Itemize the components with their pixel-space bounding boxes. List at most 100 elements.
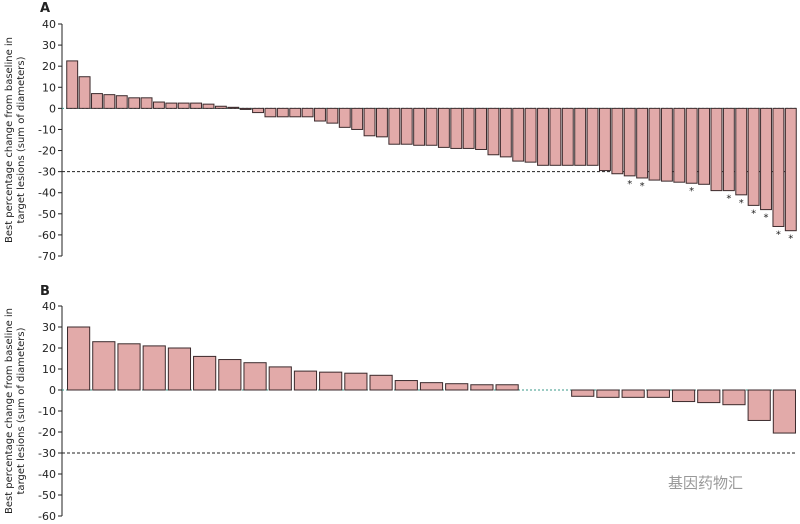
bar	[537, 107, 549, 166]
bar	[760, 107, 772, 211]
note-marker: *	[788, 234, 793, 245]
bar	[177, 102, 190, 109]
y-axis-label: Best percentage change from baseline int…	[4, 37, 27, 243]
bar	[326, 107, 339, 124]
bar	[623, 107, 636, 177]
bar	[596, 389, 620, 398]
bar	[264, 107, 277, 118]
y-tick-label: -30	[38, 447, 56, 460]
bar	[66, 60, 79, 109]
bar	[268, 366, 292, 391]
bar	[671, 389, 696, 403]
bar	[735, 107, 748, 196]
bar	[574, 107, 587, 166]
y-tick-label: 0	[49, 384, 56, 397]
bar	[685, 107, 698, 184]
bar	[218, 359, 242, 391]
bar	[561, 107, 574, 166]
bar	[437, 107, 450, 148]
y-tick-label: 40	[42, 18, 56, 31]
bar	[117, 343, 141, 391]
y-axis-label: Best percentage change from baseline int…	[4, 308, 27, 514]
bar	[747, 389, 771, 421]
bar	[747, 107, 760, 206]
bar	[450, 107, 463, 149]
y-tick-label: -50	[38, 208, 56, 221]
bar	[115, 95, 128, 109]
bar	[499, 107, 512, 158]
note-marker: *	[764, 213, 769, 224]
bar	[128, 97, 141, 109]
bar	[152, 101, 165, 109]
bar	[571, 389, 595, 397]
y-tick-label: -50	[38, 489, 56, 502]
bar	[586, 107, 599, 166]
note-marker: *	[726, 194, 731, 205]
y-tick-label: -20	[38, 145, 56, 158]
bar	[301, 107, 314, 118]
bar	[698, 107, 711, 185]
bar	[400, 107, 413, 145]
bar	[722, 389, 746, 406]
panel-label: B	[40, 284, 50, 299]
y-tick-label: 20	[42, 342, 56, 355]
bar	[319, 371, 343, 391]
bar	[722, 107, 735, 192]
y-tick-label: 20	[42, 60, 56, 73]
bar	[487, 107, 500, 156]
bar	[621, 389, 645, 398]
bar	[293, 370, 318, 391]
y-tick-label: -40	[38, 468, 56, 481]
bar	[67, 326, 91, 391]
bar	[710, 107, 723, 192]
bar	[140, 97, 153, 109]
bar	[445, 383, 469, 391]
bar	[243, 362, 267, 391]
bar	[167, 347, 192, 391]
bar	[475, 107, 488, 150]
bar	[214, 105, 227, 109]
bar	[413, 107, 426, 146]
bar	[252, 107, 264, 114]
note-marker: *	[640, 181, 645, 192]
bar	[611, 107, 624, 175]
note-marker: *	[739, 198, 744, 209]
bar	[369, 374, 393, 391]
bar	[673, 107, 686, 183]
bar	[202, 103, 215, 109]
bar	[276, 107, 289, 118]
bar	[772, 107, 785, 227]
y-tick-label: -10	[38, 405, 56, 418]
note-marker: *	[689, 186, 694, 197]
y-tick-label: -60	[38, 510, 56, 520]
y-tick-label: -40	[38, 187, 56, 200]
bar	[227, 106, 240, 109]
bar	[239, 107, 252, 110]
y-axis-label-line: Best percentage change from baseline in	[4, 37, 15, 243]
bar	[388, 107, 401, 145]
bar	[599, 107, 611, 172]
y-tick-label: -10	[38, 123, 56, 136]
bar	[636, 107, 649, 179]
panel-label: A	[40, 1, 50, 16]
bar	[363, 107, 376, 137]
bar	[375, 107, 388, 138]
bar	[190, 102, 203, 109]
bar	[462, 107, 475, 149]
bar	[142, 345, 166, 391]
bar	[394, 380, 418, 391]
note-marker: *	[776, 229, 781, 240]
bar	[495, 384, 519, 391]
bar	[697, 389, 721, 404]
bar	[524, 107, 537, 163]
bar	[78, 76, 91, 109]
y-tick-label: 40	[42, 300, 56, 313]
bar	[91, 93, 103, 109]
y-axis-label-line: target lesions (sum of diameters)	[16, 327, 27, 494]
bar	[648, 107, 661, 181]
bar	[425, 107, 438, 146]
bar	[165, 102, 178, 109]
bar	[289, 107, 302, 118]
bar	[784, 107, 797, 232]
y-axis-label-line: Best percentage change from baseline in	[4, 308, 15, 514]
